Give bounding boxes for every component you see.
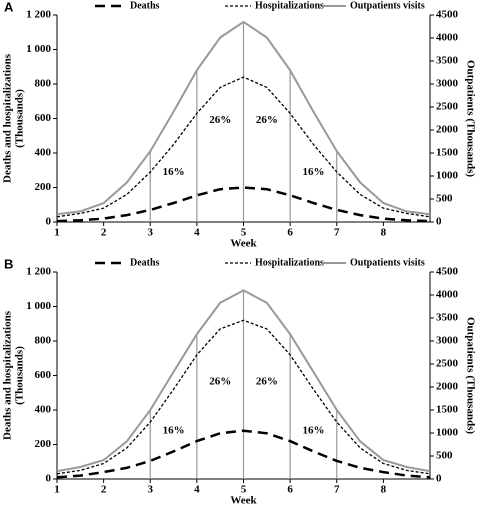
y2-tick-label: 2500 [436, 358, 459, 370]
y2-tick-label: 1000 [436, 427, 459, 439]
x-tick-label: 6 [287, 484, 293, 496]
x-tick-label: 2 [101, 484, 107, 496]
y2-tick-label: 0 [436, 473, 442, 485]
y-tick-label: 600 [35, 112, 52, 124]
y-tick-label: 1 200 [26, 266, 51, 278]
share-annotation: 26% [209, 376, 231, 388]
panel-label: A [4, 0, 14, 14]
y-axis-label: (Thousands) [14, 89, 26, 148]
legend-label: Deaths [130, 257, 160, 268]
y2-tick-label: 1000 [436, 170, 459, 182]
y2-tick-label: 2000 [436, 124, 459, 136]
x-tick-label: 1 [54, 227, 60, 239]
x-tick-label: 5 [241, 227, 247, 239]
x-tick-label: 3 [148, 227, 154, 239]
x-tick-label: 8 [381, 484, 387, 496]
y-tick-label: 0 [46, 216, 52, 228]
y2-tick-label: 2000 [436, 381, 459, 393]
panel-label: B [4, 256, 13, 271]
y-tick-label: 600 [35, 369, 52, 381]
y-tick-label: 400 [35, 147, 52, 159]
x-axis-label: Week [230, 238, 257, 250]
y-tick-label: 200 [35, 181, 52, 193]
share-annotation: 16% [302, 166, 324, 178]
y2-tick-label: 500 [436, 193, 453, 205]
y2-tick-label: 1500 [436, 147, 459, 159]
series-line [56, 289, 431, 473]
y-axis-label: (Thousands) [14, 346, 26, 405]
x-tick-label: 8 [381, 227, 387, 239]
y2-tick-label: 4500 [436, 266, 459, 278]
share-annotation: 16% [163, 424, 185, 436]
y-tick-label: 400 [35, 404, 52, 416]
share-annotation: 16% [302, 424, 324, 436]
series-line [56, 429, 431, 479]
x-tick-label: 3 [148, 484, 154, 496]
y-axis-label: Deaths and hospitalizations [2, 310, 14, 440]
y2-tick-label: 3500 [436, 312, 459, 324]
x-tick-label: 4 [194, 227, 200, 239]
share-annotation: 26% [256, 376, 278, 388]
legend-label: Hospitalizations [255, 0, 324, 11]
series-line [56, 20, 431, 216]
legend-label: Deaths [130, 0, 160, 11]
y2-tick-label: 4000 [436, 289, 459, 301]
y-tick-label: 1 000 [26, 43, 51, 55]
y-tick-label: 1 200 [26, 9, 51, 21]
legend-label: Outpatients visits [350, 0, 425, 11]
y2-axis-label: Outpatients (Thousands) [464, 317, 476, 434]
legend-label: Hospitalizations [255, 257, 324, 268]
x-tick-label: 2 [101, 227, 107, 239]
share-annotation: 26% [209, 114, 231, 126]
y2-axis-label: Outpatients (Thousands) [464, 60, 476, 177]
share-annotation: 26% [256, 114, 278, 126]
x-tick-label: 1 [54, 484, 60, 496]
x-tick-label: 7 [334, 484, 340, 496]
y2-tick-label: 0 [436, 216, 442, 228]
y-axis-label: Deaths and hospitalizations [2, 53, 14, 183]
y2-tick-label: 4500 [436, 9, 459, 21]
y2-tick-label: 3000 [436, 335, 459, 347]
x-tick-label: 6 [287, 227, 293, 239]
y2-tick-label: 500 [436, 450, 453, 462]
series-line [56, 319, 431, 475]
y2-tick-label: 3000 [436, 78, 459, 90]
x-tick-label: 4 [194, 484, 200, 496]
y-tick-label: 200 [35, 438, 52, 450]
x-tick-label: 5 [241, 484, 247, 496]
x-axis-label: Week [230, 495, 257, 507]
y2-tick-label: 3500 [436, 55, 459, 67]
series-line [56, 76, 431, 218]
y-tick-label: 1 000 [26, 300, 51, 312]
y2-tick-label: 1500 [436, 404, 459, 416]
x-tick-label: 7 [334, 227, 340, 239]
y2-tick-label: 4000 [436, 32, 459, 44]
legend-label: Outpatients visits [350, 257, 425, 268]
share-annotation: 16% [163, 166, 185, 178]
y-tick-label: 800 [35, 335, 52, 347]
y-tick-label: 800 [35, 78, 52, 90]
y-tick-label: 0 [46, 473, 52, 485]
y2-tick-label: 2500 [436, 101, 459, 113]
